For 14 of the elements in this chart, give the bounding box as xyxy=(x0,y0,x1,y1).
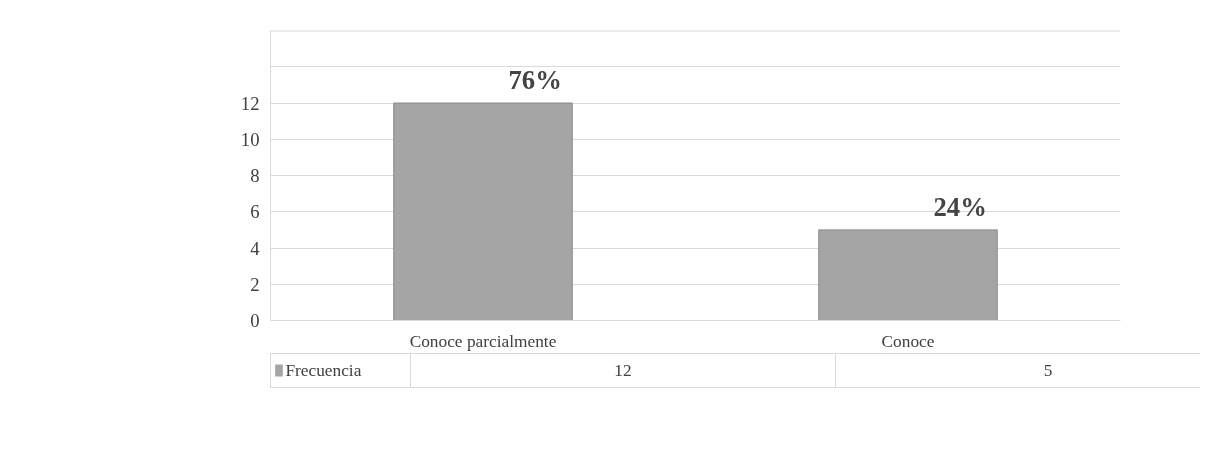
data-label: 5 xyxy=(1043,361,1053,380)
y-tick-label: 2 xyxy=(250,273,260,295)
y-tick-label: 10 xyxy=(240,128,260,150)
y-tick-label: 4 xyxy=(250,237,261,259)
legend-label: Frecuencia xyxy=(285,361,362,380)
x-tick-label: Conoce parcialmente xyxy=(409,331,557,351)
y-tick-label: 0 xyxy=(250,310,260,331)
annotation: 76% xyxy=(508,65,562,95)
y-tick-label: 6 xyxy=(250,201,260,223)
y-tick-label: 8 xyxy=(250,165,260,186)
x-tick-label: Conoce xyxy=(881,331,935,351)
data-label: 12 xyxy=(614,361,632,380)
y-tick-label: 12 xyxy=(240,92,260,114)
annotation: 24% xyxy=(933,191,987,222)
